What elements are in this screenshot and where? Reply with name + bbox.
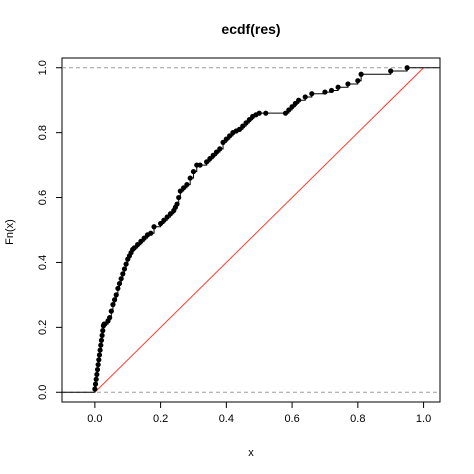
ecdf-point [97, 347, 103, 353]
ecdf-point [164, 214, 170, 220]
ecdf-point [98, 337, 105, 343]
x-axis-label: x [248, 447, 254, 459]
ecdf-point [213, 149, 220, 155]
ecdf-point [107, 315, 113, 321]
ecdf-point [120, 271, 126, 277]
ecdf-point [131, 245, 137, 251]
ecdf-point [111, 297, 118, 303]
y-tick-label: 0.6 [37, 190, 49, 205]
ecdf-point [404, 65, 410, 71]
ecdf-point [204, 159, 210, 165]
ecdf-point [322, 89, 328, 95]
ecdf-point [302, 94, 308, 100]
ecdf-point [96, 357, 102, 363]
ecdf-point [335, 84, 341, 90]
ecdf-point [184, 181, 190, 188]
ecdf-point [263, 110, 269, 116]
x-tick-label: 0.2 [153, 413, 168, 425]
horizontal-reference-lines [62, 67, 440, 393]
ecdf-point [176, 194, 182, 201]
ecdf-point [220, 139, 226, 145]
plot-frame [61, 57, 441, 403]
ecdf-point [94, 366, 101, 373]
ecdf-point [113, 292, 119, 298]
ecdf-point [115, 285, 121, 292]
ecdf-point [207, 156, 213, 162]
ecdf-point [148, 230, 154, 236]
ecdf-point [223, 136, 229, 142]
ecdf-point [345, 81, 351, 87]
x-tick-label: 0.6 [284, 413, 299, 425]
ecdf-point [99, 332, 105, 339]
ecdf-point [158, 220, 164, 227]
ecdf-point [296, 97, 302, 103]
ecdf-point [181, 185, 187, 191]
y-tick-label: 0.4 [37, 255, 49, 270]
ecdf-point [135, 242, 141, 248]
ecdf-point [92, 381, 99, 387]
chart-title: ecdf(res) [221, 21, 280, 37]
ecdf-point [243, 120, 249, 126]
ecdf-point [92, 386, 98, 392]
diagonal-line [94, 67, 424, 393]
ecdf-point [328, 87, 335, 94]
y-tick-label: 0.0 [37, 385, 49, 400]
ecdf-point [108, 308, 114, 314]
ecdf-point [190, 168, 197, 175]
x-tick-label: 0.8 [350, 413, 365, 425]
x-tick-label: 0.4 [219, 413, 234, 425]
ecdf-point [141, 235, 147, 241]
ecdf-point [123, 261, 129, 267]
ecdf-point [161, 217, 167, 223]
ecdf-point [286, 107, 292, 113]
ecdf-point [236, 126, 243, 132]
ecdf-point [355, 78, 361, 84]
ecdf-point [102, 321, 108, 327]
ecdf-point [93, 376, 99, 382]
ecdf-point [95, 362, 101, 368]
ecdf-point [292, 100, 298, 107]
ecdf-point [217, 146, 223, 152]
ecdf-point [240, 123, 246, 129]
ecdf-point [174, 201, 180, 207]
ecdf-point [96, 352, 103, 358]
ecdf-point [388, 68, 394, 74]
y-tick-label: 0.2 [37, 320, 49, 335]
ecdf-point [118, 276, 124, 282]
ecdf-point [358, 71, 364, 77]
x-tick-label: 0.0 [87, 413, 102, 425]
x-axis: 0.0 0.2 0.4 0.6 0.8 1.0 [87, 401, 431, 425]
ecdf-points [92, 65, 410, 392]
y-tick-label: 1.0 [37, 60, 49, 75]
ecdf-point [289, 104, 295, 110]
ecdf-point [256, 110, 262, 116]
ecdf-point [246, 117, 252, 123]
ecdf-point [116, 280, 123, 287]
y-tick-label: 0.8 [37, 125, 49, 140]
ecdf-point [138, 238, 144, 244]
y-axis-label: Fn(x) [4, 219, 16, 245]
ecdf-point [227, 133, 233, 139]
ecdf-point [121, 266, 128, 272]
ecdf-point [187, 175, 193, 181]
ecdf-point [177, 188, 183, 194]
ecdf-point [100, 328, 106, 334]
ecdf-point [210, 152, 216, 158]
ecdf-point [151, 224, 157, 230]
ecdf-point [309, 91, 315, 97]
ecdf-point [110, 302, 116, 308]
ecdf-point [167, 211, 174, 217]
uniform-reference-line [94, 67, 424, 393]
ecdf-point [94, 371, 100, 378]
ecdf-point [197, 162, 203, 168]
ecdf-point [98, 342, 104, 348]
ecdf-point [282, 110, 289, 116]
y-axis: 0.0 0.2 0.4 0.6 0.8 1.0 [37, 60, 63, 400]
x-tick-label: 1.0 [416, 413, 431, 425]
